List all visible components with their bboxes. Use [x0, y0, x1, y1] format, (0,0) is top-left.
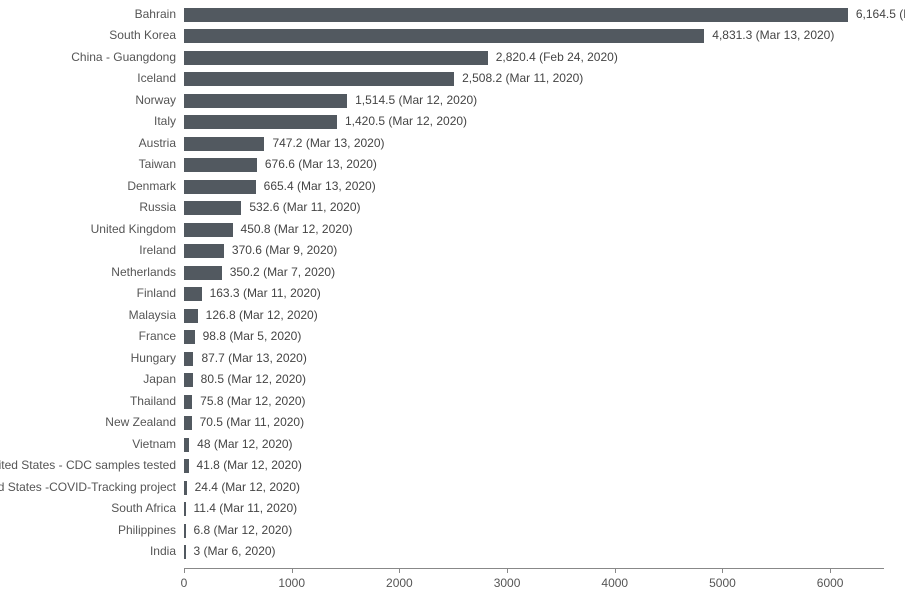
value-label: 2,508.2 (Mar 11, 2020) — [462, 71, 583, 85]
value-label: 75.8 (Mar 12, 2020) — [200, 394, 305, 408]
category-label: Italy — [154, 114, 176, 128]
value-label: 163.3 (Mar 11, 2020) — [210, 286, 321, 300]
value-label: 70.5 (Mar 11, 2020) — [200, 415, 305, 429]
category-label: Iceland — [137, 71, 176, 85]
value-label: 350.2 (Mar 7, 2020) — [230, 265, 335, 279]
value-label: 665.4 (Mar 13, 2020) — [264, 179, 376, 193]
value-label: 80.5 (Mar 12, 2020) — [201, 372, 306, 386]
bar — [184, 309, 198, 323]
x-tick — [399, 568, 400, 573]
category-label: United States - CDC samples tested — [0, 458, 176, 472]
category-label: South Korea — [109, 28, 176, 42]
value-label: 48 (Mar 12, 2020) — [197, 437, 292, 451]
bar — [184, 158, 257, 172]
category-label: Taiwan — [139, 157, 176, 171]
bar — [184, 395, 192, 409]
category-label: Austria — [139, 136, 176, 150]
bar — [184, 137, 264, 151]
value-label: 24.4 (Mar 12, 2020) — [195, 480, 300, 494]
value-label: 2,820.4 (Feb 24, 2020) — [496, 50, 618, 64]
value-label: 1,514.5 (Mar 12, 2020) — [355, 93, 477, 107]
x-tick — [830, 568, 831, 573]
category-label: Malaysia — [129, 308, 176, 322]
bar — [184, 51, 488, 65]
x-tick-label: 0 — [181, 576, 188, 590]
bar — [184, 416, 192, 430]
chart-container: Bahrain 6,164.5 (Mar 12, 2020) South Korea… — [0, 0, 905, 605]
x-tick-label: 5000 — [709, 576, 736, 590]
bar — [184, 330, 195, 344]
category-label: Denmark — [127, 179, 176, 193]
value-label: 747.2 (Mar 13, 2020) — [272, 136, 384, 150]
x-tick-label: 1000 — [278, 576, 305, 590]
value-label: 6.8 (Mar 12, 2020) — [194, 523, 293, 537]
value-label: 370.6 (Mar 9, 2020) — [232, 243, 337, 257]
value-label: 532.6 (Mar 11, 2020) — [249, 200, 360, 214]
x-tick-label: 3000 — [494, 576, 521, 590]
category-label: United States -COVID-Tracking project — [0, 480, 176, 494]
x-tick — [615, 568, 616, 573]
bar — [184, 8, 848, 22]
value-label: 126.8 (Mar 12, 2020) — [206, 308, 318, 322]
x-tick-label: 6000 — [817, 576, 844, 590]
category-label: Ireland — [139, 243, 176, 257]
bar — [184, 115, 337, 129]
x-tick-label: 4000 — [601, 576, 628, 590]
bar — [184, 287, 202, 301]
x-axis-line — [184, 568, 884, 569]
bar — [184, 180, 256, 194]
bar — [184, 459, 189, 473]
value-label: 4,831.3 (Mar 13, 2020) — [712, 28, 834, 42]
category-label: United Kingdom — [91, 222, 176, 236]
category-label: Netherlands — [111, 265, 176, 279]
category-label: Thailand — [130, 394, 176, 408]
category-label: France — [139, 329, 176, 343]
value-label: 1,420.5 (Mar 12, 2020) — [345, 114, 467, 128]
category-label: New Zealand — [105, 415, 176, 429]
value-label: 11.4 (Mar 11, 2020) — [194, 501, 298, 515]
value-label: 3 (Mar 6, 2020) — [194, 544, 276, 558]
value-label: 450.8 (Mar 12, 2020) — [241, 222, 353, 236]
bar — [184, 373, 193, 387]
category-label: Japan — [143, 372, 176, 386]
category-label: China - Guangdong — [71, 50, 176, 64]
bar — [184, 266, 222, 280]
value-label: 676.6 (Mar 13, 2020) — [265, 157, 377, 171]
value-label: 87.7 (Mar 13, 2020) — [201, 351, 306, 365]
value-label: 6,164.5 (Mar 12, 2020) — [856, 7, 905, 21]
category-label: Finland — [137, 286, 176, 300]
category-label: Norway — [135, 93, 176, 107]
bar — [184, 223, 233, 237]
x-tick — [292, 568, 293, 573]
bar — [184, 94, 347, 108]
category-label: Philippines — [118, 523, 176, 537]
bar — [184, 438, 189, 452]
category-label: India — [150, 544, 176, 558]
bar — [184, 72, 454, 86]
bar — [184, 244, 224, 258]
category-label: South Africa — [111, 501, 176, 515]
x-tick — [722, 568, 723, 573]
bar — [184, 545, 186, 559]
bar — [184, 352, 193, 366]
x-tick — [184, 568, 185, 573]
value-label: 41.8 (Mar 12, 2020) — [197, 458, 302, 472]
bar — [184, 481, 187, 495]
bar — [184, 524, 186, 538]
bar — [184, 29, 704, 43]
category-label: Hungary — [131, 351, 176, 365]
plot-area: Bahrain6,164.5 (Mar 12, 2020)South Korea… — [184, 4, 884, 596]
bar — [184, 201, 241, 215]
category-label: Bahrain — [135, 7, 176, 21]
category-label: Russia — [139, 200, 176, 214]
x-tick — [507, 568, 508, 573]
bar — [184, 502, 186, 516]
category-label: Vietnam — [132, 437, 176, 451]
x-tick-label: 2000 — [386, 576, 413, 590]
value-label: 98.8 (Mar 5, 2020) — [203, 329, 302, 343]
